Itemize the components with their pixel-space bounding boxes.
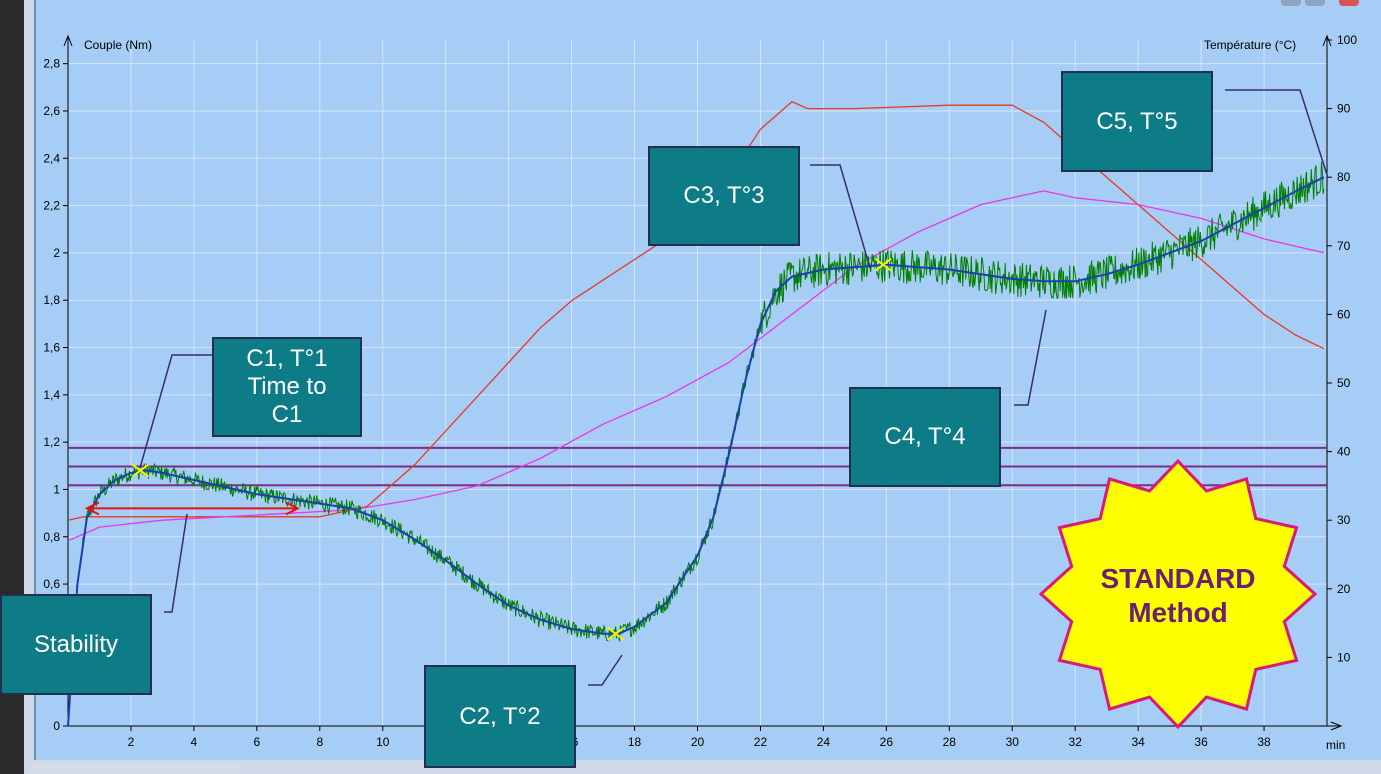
- y-left-tick-label: 1,2: [43, 435, 60, 449]
- point-marker: [874, 257, 892, 272]
- callout-leader-lines: [139, 89, 1329, 686]
- y-right-tick-label: 70: [1337, 239, 1351, 253]
- y-right-tick-label: 40: [1337, 445, 1351, 459]
- y-right-axis-arrow: [1322, 34, 1332, 47]
- x-tick-label: 34: [1131, 735, 1145, 749]
- y-right-tick-label: 90: [1337, 102, 1351, 116]
- x-tick-label: 36: [1194, 735, 1208, 749]
- torque-smoothed-series: [67, 176, 1325, 727]
- point-marker: [131, 463, 149, 478]
- y-left-tick-label: 2,2: [43, 199, 60, 213]
- callout-leader-line: [1225, 89, 1329, 179]
- time-range-arrow: [84, 501, 301, 516]
- y-left-tick-label: 1,4: [43, 388, 60, 402]
- y-left-tick-label: 2,8: [43, 57, 60, 71]
- callout-c3: C3, T°3: [648, 146, 800, 246]
- arrow-head-left: [84, 501, 100, 516]
- callout-leader-line: [139, 354, 212, 469]
- x-tick-label: 22: [754, 735, 768, 749]
- y-left-tick-label: 2: [53, 246, 60, 260]
- point-marker: [607, 626, 625, 641]
- close-button[interactable]: [1339, 0, 1359, 6]
- x-tick-label: 6: [254, 735, 261, 749]
- temperature-series-magenta: [67, 190, 1325, 542]
- x-tick-label: 10: [376, 735, 390, 749]
- callout-leader-line: [810, 164, 871, 269]
- y-left-tick-label: 1,6: [43, 341, 60, 355]
- y-left-tick-label: 1,8: [43, 293, 60, 307]
- x-tick-label: 30: [1006, 735, 1020, 749]
- x-tick-label: 28: [943, 735, 957, 749]
- callout-leader-line: [588, 654, 623, 686]
- maximize-button[interactable]: [1305, 0, 1325, 6]
- y-left-axis-arrow: [63, 34, 73, 47]
- y-left-tick-label: 0,6: [43, 577, 60, 591]
- x-axis-arrow: [1330, 721, 1343, 731]
- x-tick-label: 32: [1069, 735, 1083, 749]
- x-tick-label: 20: [691, 735, 705, 749]
- taskbar-tab[interactable]: [30, 762, 240, 774]
- y-right-tick-label: 10: [1337, 650, 1351, 664]
- y-right-tick-label: 100: [1337, 33, 1357, 47]
- y-left-tick-label: 0,8: [43, 530, 60, 544]
- callout-c4: C4, T°4: [849, 387, 1001, 487]
- callout-leader-line: [164, 513, 188, 613]
- callout-c2: C2, T°2: [424, 665, 576, 768]
- standard-method-badge: STANDARD Method: [1038, 458, 1318, 730]
- torque-raw-series: [67, 161, 1325, 727]
- badge-star-shape: [1038, 458, 1318, 730]
- left-axis-title: Couple (Nm): [84, 38, 153, 52]
- y-left-tick-label: 2,6: [43, 104, 60, 118]
- x-tick-label: 4: [191, 735, 198, 749]
- callout-stability: Stability: [0, 594, 152, 695]
- x-tick-label: 24: [817, 735, 831, 749]
- point-markers: [131, 257, 892, 641]
- minimize-button[interactable]: [1281, 0, 1301, 6]
- callout-c1: C1, T°1 Time to C1: [212, 337, 362, 437]
- callout-leader-line: [1014, 309, 1047, 406]
- x-tick-label: 38: [1257, 735, 1271, 749]
- y-right-tick-label: 50: [1337, 376, 1351, 390]
- arrow-head-right: [285, 501, 301, 516]
- temperature-series-red: [67, 101, 1325, 521]
- badge-line-2: Method: [1128, 597, 1228, 628]
- y-left-tick-label: 1: [53, 482, 60, 496]
- callout-c5: C5, T°5: [1061, 71, 1213, 172]
- y-right-tick-label: 60: [1337, 307, 1351, 321]
- y-left-tick-label: 2,4: [43, 151, 60, 165]
- x-tick-label: 26: [880, 735, 894, 749]
- data-series: [67, 101, 1325, 727]
- x-axis-unit-label: min: [1326, 738, 1346, 752]
- x-tick-label: 8: [316, 735, 323, 749]
- right-axis-title: Température (°C): [1204, 38, 1297, 52]
- badge-line-1: STANDARD: [1100, 563, 1255, 594]
- x-tick-label: 18: [628, 735, 642, 749]
- axes: 246810121416182022242628303234363800,60,…: [43, 33, 1357, 749]
- x-tick-label: 2: [128, 735, 135, 749]
- y-right-tick-label: 30: [1337, 513, 1351, 527]
- y-right-tick-label: 20: [1337, 582, 1351, 596]
- y-right-tick-label: 80: [1337, 170, 1351, 184]
- y-left-tick-label: 0: [53, 719, 60, 733]
